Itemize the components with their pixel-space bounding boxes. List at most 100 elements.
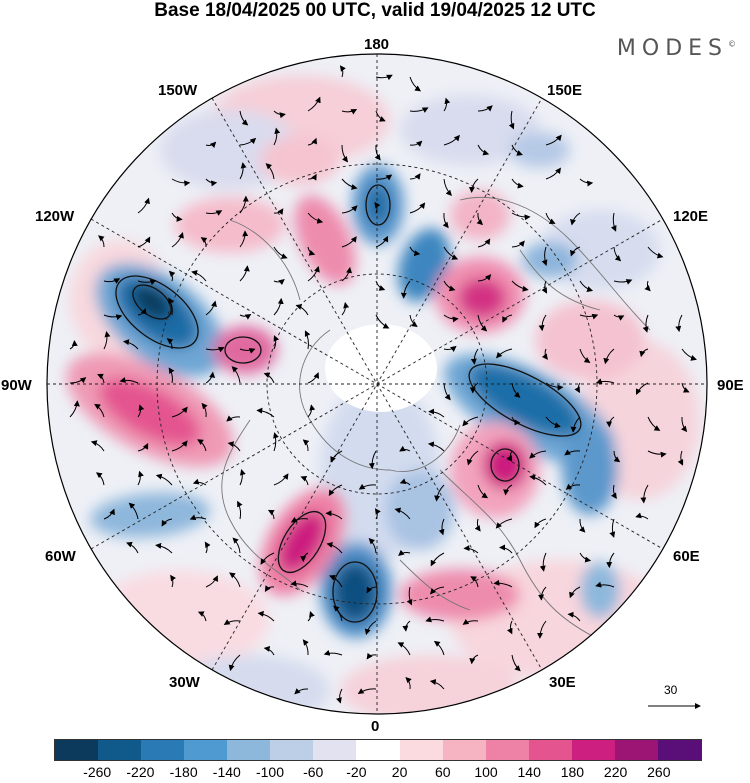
wind-vector [496,348,513,359]
wind-vector [366,586,377,594]
wind-vector [675,314,683,333]
wind-vector [595,581,615,588]
map-border [46,53,708,715]
wind-vector [470,576,479,588]
wind-vector [168,367,175,384]
wind-vector [429,586,445,595]
wind-vector [606,416,615,428]
colorbar-segment [485,740,529,760]
wind-vector [503,484,513,496]
colorbar-segment [98,740,142,760]
wind-vector [579,313,599,320]
wind-vector [205,346,225,353]
colorbar-tick-label: -60 [303,764,324,780]
wind-vector [326,542,343,554]
colorbar-segment [442,740,486,760]
wind-vector [325,510,343,520]
wind-vector [539,552,547,572]
wind-vector [433,640,445,656]
wind-vector [468,178,479,193]
wind-vector [239,137,257,146]
wind-vector [647,416,661,431]
wind-vector [511,416,521,426]
wind-vector [333,605,343,622]
wind-vector [609,518,616,538]
wind-vector [137,308,147,316]
colorbar-tick-label: 180 [560,764,585,780]
wind-vector [538,586,547,601]
wind-vector [541,348,548,360]
wind-vector [171,440,188,452]
wind-vector [541,280,548,294]
lon-label-60e: 60E [673,548,700,565]
wind-vector [294,688,309,695]
wind-vector [595,378,615,385]
wind-vector [570,212,581,226]
wind-vector [123,339,139,350]
wind-vector [639,348,649,358]
wind-vector [330,450,343,463]
wind-vector [239,265,250,282]
wind-vector [402,620,411,632]
wind-vector [477,238,491,248]
wind-vector [545,416,561,429]
wind-vector [260,552,275,565]
wind-vector [443,97,451,112]
wind-vector [644,280,651,292]
wind-vector [69,377,87,384]
wind-vector [237,500,243,520]
colorbar-tick-label: 20 [391,764,408,780]
wind-vector [406,586,413,606]
wind-vector [493,579,513,588]
colorbar-segment [399,740,443,760]
wind-vector [126,541,139,554]
wind-vector [103,278,121,284]
colorbar-segment [614,740,658,760]
wind-vector [205,300,217,316]
wind-vector [374,508,381,520]
wind-vector [263,372,275,384]
wind-vector [495,518,513,529]
wind-vector [341,266,353,282]
colorbar-tick-label: -180 [169,764,198,780]
wind-vector [171,212,183,222]
wind-vector [273,432,279,452]
colorbar [54,739,702,761]
wind-vector [529,450,547,459]
wind-vector [97,373,105,384]
wind-vector [168,270,176,282]
wind-vector [171,406,188,418]
wind-vector [204,541,211,554]
map-disc [47,54,707,714]
wind-vector [290,580,309,588]
wind-vector [103,314,123,321]
colorbar-segment [270,740,314,760]
wind-vector [681,348,697,361]
lon-label-150w: 150W [158,82,198,99]
wind-vector [474,518,481,532]
wind-vector [443,178,452,197]
wind-vector [463,545,479,554]
wind-vector [205,575,218,588]
wind-vector [307,212,324,224]
colorbar-tick-label: 60 [435,764,451,780]
colorbar-segment [313,740,357,760]
wind-vector [307,246,316,256]
wind-vector [231,366,241,384]
wind-vector [603,348,615,365]
wind-vector [375,174,393,181]
colorbar-tick-label: 220 [603,764,628,780]
colorbar-tick-label: 140 [517,764,541,780]
brand-logo: MODES© [617,36,736,61]
wind-vector [499,544,513,554]
wind-vector [681,382,690,393]
colorbar-tick-label: -140 [212,764,241,780]
wind-vector [307,265,320,282]
wind-vector [511,240,525,248]
wind-vector [375,314,390,329]
wind-vector [90,440,105,452]
wind-vector [273,208,284,215]
wind-vector [273,110,286,119]
wind-vector [613,246,622,262]
wind-vector [273,297,284,316]
